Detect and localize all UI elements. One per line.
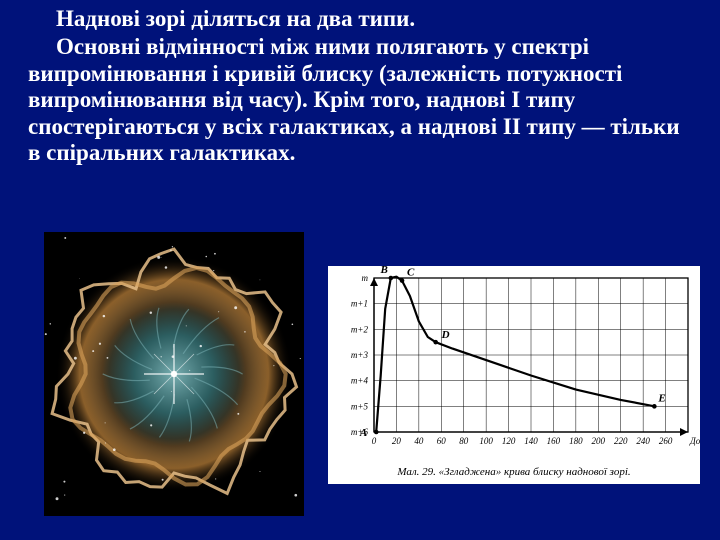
svg-text:40: 40 [414,436,424,446]
svg-text:220: 220 [614,436,628,446]
svg-text:160: 160 [547,436,561,446]
svg-text:240: 240 [636,436,650,446]
svg-text:C: C [407,267,415,279]
chart-caption: Мал. 29. «Згладжена» крива блиску наднов… [328,466,700,478]
svg-text:260: 260 [659,436,673,446]
svg-text:m+2: m+2 [351,324,369,334]
svg-text:m: m [362,273,369,283]
lightcurve-figure: mm+1m+2m+3m+4m+5m+6020406080100120140160… [328,266,700,484]
svg-text:60: 60 [437,436,447,446]
svg-text:100: 100 [479,436,493,446]
paragraph-1: Наднові зорі діляться на два типи. [28,6,692,32]
nebula-image [44,232,304,516]
svg-text:140: 140 [524,436,538,446]
svg-text:m+5: m+5 [351,401,369,411]
svg-text:120: 120 [502,436,516,446]
svg-text:m+3: m+3 [351,350,369,360]
svg-text:D: D [441,329,450,341]
svg-text:0: 0 [372,436,377,446]
svg-text:180: 180 [569,436,583,446]
svg-text:m+4: m+4 [351,376,369,386]
svg-text:20: 20 [392,436,402,446]
svg-text:B: B [379,266,387,276]
svg-text:E: E [657,392,665,404]
svg-text:80: 80 [459,436,469,446]
paragraph-2: Основні відмінності між ними полягають у… [28,34,692,166]
svg-text:200: 200 [592,436,606,446]
svg-text:m+1: m+1 [351,299,368,309]
svg-text:Доби: Доби [689,436,700,446]
svg-text:A: A [359,427,367,439]
